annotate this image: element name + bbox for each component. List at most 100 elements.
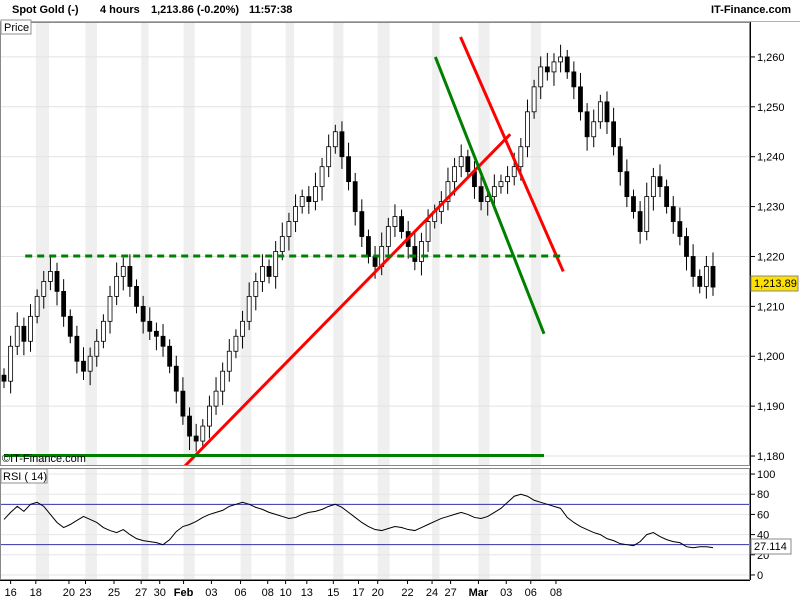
day-band: [141, 22, 149, 466]
time-tick-label: 23: [79, 587, 91, 599]
candle-body: [8, 345, 14, 382]
last-quote: 1,213.86 (-0.20%): [151, 4, 240, 16]
trend-line: [183, 133, 512, 466]
chart-header: Spot Gold (-) 4 hours 1,213.86 (-0.20%) …: [0, 0, 800, 22]
candle-body: [346, 156, 351, 183]
candle-body: [544, 66, 550, 73]
day-band: [333, 22, 344, 466]
candle-body: [246, 295, 252, 322]
candle-body: [260, 266, 265, 282]
day-band: [432, 469, 440, 580]
candle-body: [233, 335, 239, 352]
candle-body: [491, 186, 497, 198]
rsi-line: [3, 493, 714, 549]
day-band: [35, 469, 50, 580]
day-band: [85, 469, 97, 580]
time-tick-label: 08: [262, 587, 274, 599]
candle-body: [617, 146, 623, 173]
price-tick-label: 1,250: [757, 102, 785, 114]
time-tick-label: 22: [401, 587, 413, 599]
day-band: [377, 469, 390, 580]
candle-body: [505, 176, 510, 183]
candle-body: [160, 335, 166, 347]
candle-body: [684, 236, 689, 257]
candle-body: [445, 181, 451, 202]
candle-body: [41, 281, 47, 297]
candle-body: [624, 171, 630, 198]
price-tick-label: 1,210: [757, 301, 785, 313]
time-tick-label: Feb: [174, 587, 194, 599]
time-tick-label: 18: [30, 587, 42, 599]
candle-body: [187, 415, 192, 437]
candle-body: [114, 276, 120, 297]
source-name: IT-Finance.com: [711, 4, 792, 16]
day-band: [285, 469, 295, 580]
candle-body: [650, 176, 656, 198]
candle-body: [34, 295, 40, 317]
candle-body: [399, 216, 404, 232]
candle-body: [611, 121, 617, 148]
candle-body: [147, 320, 153, 332]
candle-body: [61, 290, 67, 317]
trend-line: [459, 36, 565, 273]
candle-body: [591, 121, 597, 138]
candle-body: [299, 196, 305, 207]
candle-body: [657, 176, 663, 188]
candle-body: [419, 241, 424, 262]
candle-body: [240, 320, 245, 337]
trend-line: [433, 56, 546, 335]
day-band: [530, 469, 541, 580]
candle-body: [604, 101, 610, 123]
candle-body: [538, 66, 544, 88]
price-tick-label: 1,180: [757, 451, 785, 463]
price-tick-label: 1,200: [757, 351, 785, 363]
candle-body: [558, 56, 563, 63]
candle-body: [107, 295, 113, 322]
candle-body: [703, 266, 709, 287]
candle-body: [478, 186, 484, 202]
candle-body: [21, 325, 27, 342]
candle-body: [286, 221, 292, 237]
candle-body: [1, 374, 7, 382]
candle-body: [366, 236, 371, 257]
time-tick-label: 15: [327, 587, 339, 599]
candle-body: [531, 86, 537, 113]
candle-body: [173, 365, 179, 392]
day-band: [285, 22, 295, 466]
candle-body: [28, 315, 33, 342]
time-tick-label: 03: [205, 587, 217, 599]
candle-body: [81, 360, 86, 372]
time-tick-label: 10: [279, 587, 291, 599]
candle-body: [564, 56, 570, 73]
candle-body: [597, 101, 603, 123]
candle-body: [525, 111, 530, 148]
candle-body: [392, 216, 398, 227]
timeframe: 4 hours: [100, 4, 140, 16]
candle-body: [326, 146, 332, 168]
candle-body: [220, 370, 226, 392]
candle-body: [465, 156, 471, 173]
candle-body: [458, 156, 464, 168]
price-panel-label-box: [0, 19, 32, 35]
day-band: [240, 469, 252, 580]
day-band: [183, 22, 195, 466]
price-tick-label: 1,230: [757, 202, 785, 214]
candle-body: [47, 271, 53, 282]
candle-body: [372, 256, 378, 267]
candle-body: [253, 281, 259, 297]
time-tick-label: 06: [525, 587, 537, 599]
candle-body: [690, 256, 696, 277]
candle-body: [584, 111, 590, 138]
candle-body: [644, 196, 650, 232]
candle-body: [87, 355, 93, 372]
candle-body: [193, 435, 199, 442]
candle-body: [511, 166, 517, 178]
candle-body: [425, 221, 431, 242]
day-band: [432, 22, 440, 466]
time-tick-label: 27: [444, 587, 456, 599]
price-tick-label: 1,260: [757, 52, 785, 64]
time-tick-label: 03: [500, 587, 512, 599]
candle-body: [518, 146, 524, 168]
price-tick-label: 1,240: [757, 152, 785, 164]
